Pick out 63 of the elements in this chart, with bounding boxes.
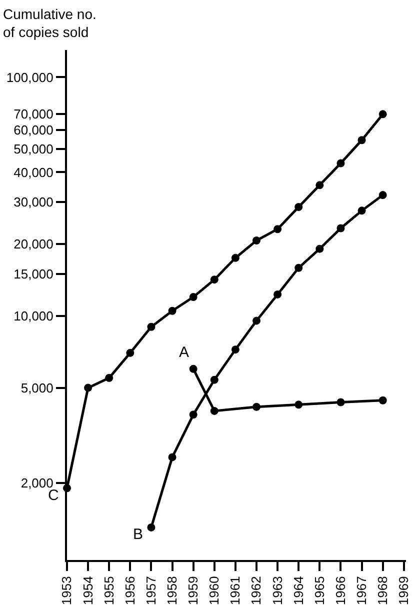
y-tick-label: 40,000 [14, 164, 54, 180]
point [274, 290, 282, 298]
series-label: A [179, 344, 190, 361]
y-tick-label: 5,000 [20, 380, 54, 396]
point [105, 374, 114, 382]
y-tick-label: 100,000 [6, 70, 54, 85]
point [126, 348, 134, 357]
y-tick-label: 50,000 [14, 142, 54, 157]
x-tick-label: 1957 [143, 576, 158, 605]
point [336, 159, 345, 168]
x-tick-label: 1963 [270, 576, 285, 605]
point [316, 244, 324, 253]
point [294, 202, 303, 211]
y-tick-label: 70,000 [14, 106, 54, 122]
point [147, 322, 156, 331]
point [210, 406, 218, 415]
x-tick-label: 1968 [375, 576, 390, 605]
point [358, 206, 366, 215]
point [231, 254, 240, 262]
x-tick-label: 1961 [228, 576, 243, 605]
x-tick-label: 1964 [290, 576, 306, 605]
series-label: B [133, 526, 144, 543]
point [189, 293, 198, 302]
x-tick-label: 1954 [80, 576, 96, 605]
point [336, 224, 345, 232]
point [189, 364, 198, 373]
y-tick-label: 60,000 [14, 122, 54, 138]
point [252, 402, 260, 411]
point [336, 398, 345, 406]
point [274, 225, 282, 234]
point [294, 264, 303, 272]
x-tick-label: 1958 [164, 576, 180, 605]
point [168, 306, 176, 315]
point [358, 136, 366, 144]
y-tick-label: 20,000 [14, 236, 54, 252]
point [210, 276, 218, 284]
point [294, 400, 303, 409]
x-tick-label: 1966 [332, 576, 348, 605]
x-tick-label: 1967 [354, 576, 370, 605]
point [210, 376, 218, 384]
x-tick-label: 1955 [101, 576, 116, 605]
x-tick-label: 1960 [206, 576, 222, 605]
point [231, 346, 240, 354]
point [378, 396, 387, 404]
y-axis-title: Cumulative no. of copies sold [3, 6, 96, 40]
y-tick-label: 15,000 [14, 266, 54, 282]
point [378, 110, 387, 118]
point [147, 523, 156, 532]
x-tick-label: 1962 [248, 576, 264, 605]
point [84, 384, 92, 392]
point [316, 181, 324, 190]
y-tick-label: 30,000 [14, 194, 54, 210]
x-tick-label: 1969 [396, 576, 412, 605]
point [252, 316, 260, 325]
point [168, 453, 176, 462]
point [252, 236, 260, 245]
x-tick-label: 1956 [122, 576, 138, 605]
point [189, 410, 198, 419]
y-tick-label: 10,000 [14, 308, 54, 324]
x-tick-label: 1959 [186, 576, 201, 605]
x-tick-label: 1965 [312, 576, 327, 605]
point [378, 191, 387, 200]
x-tick-label: 1953 [59, 576, 74, 605]
